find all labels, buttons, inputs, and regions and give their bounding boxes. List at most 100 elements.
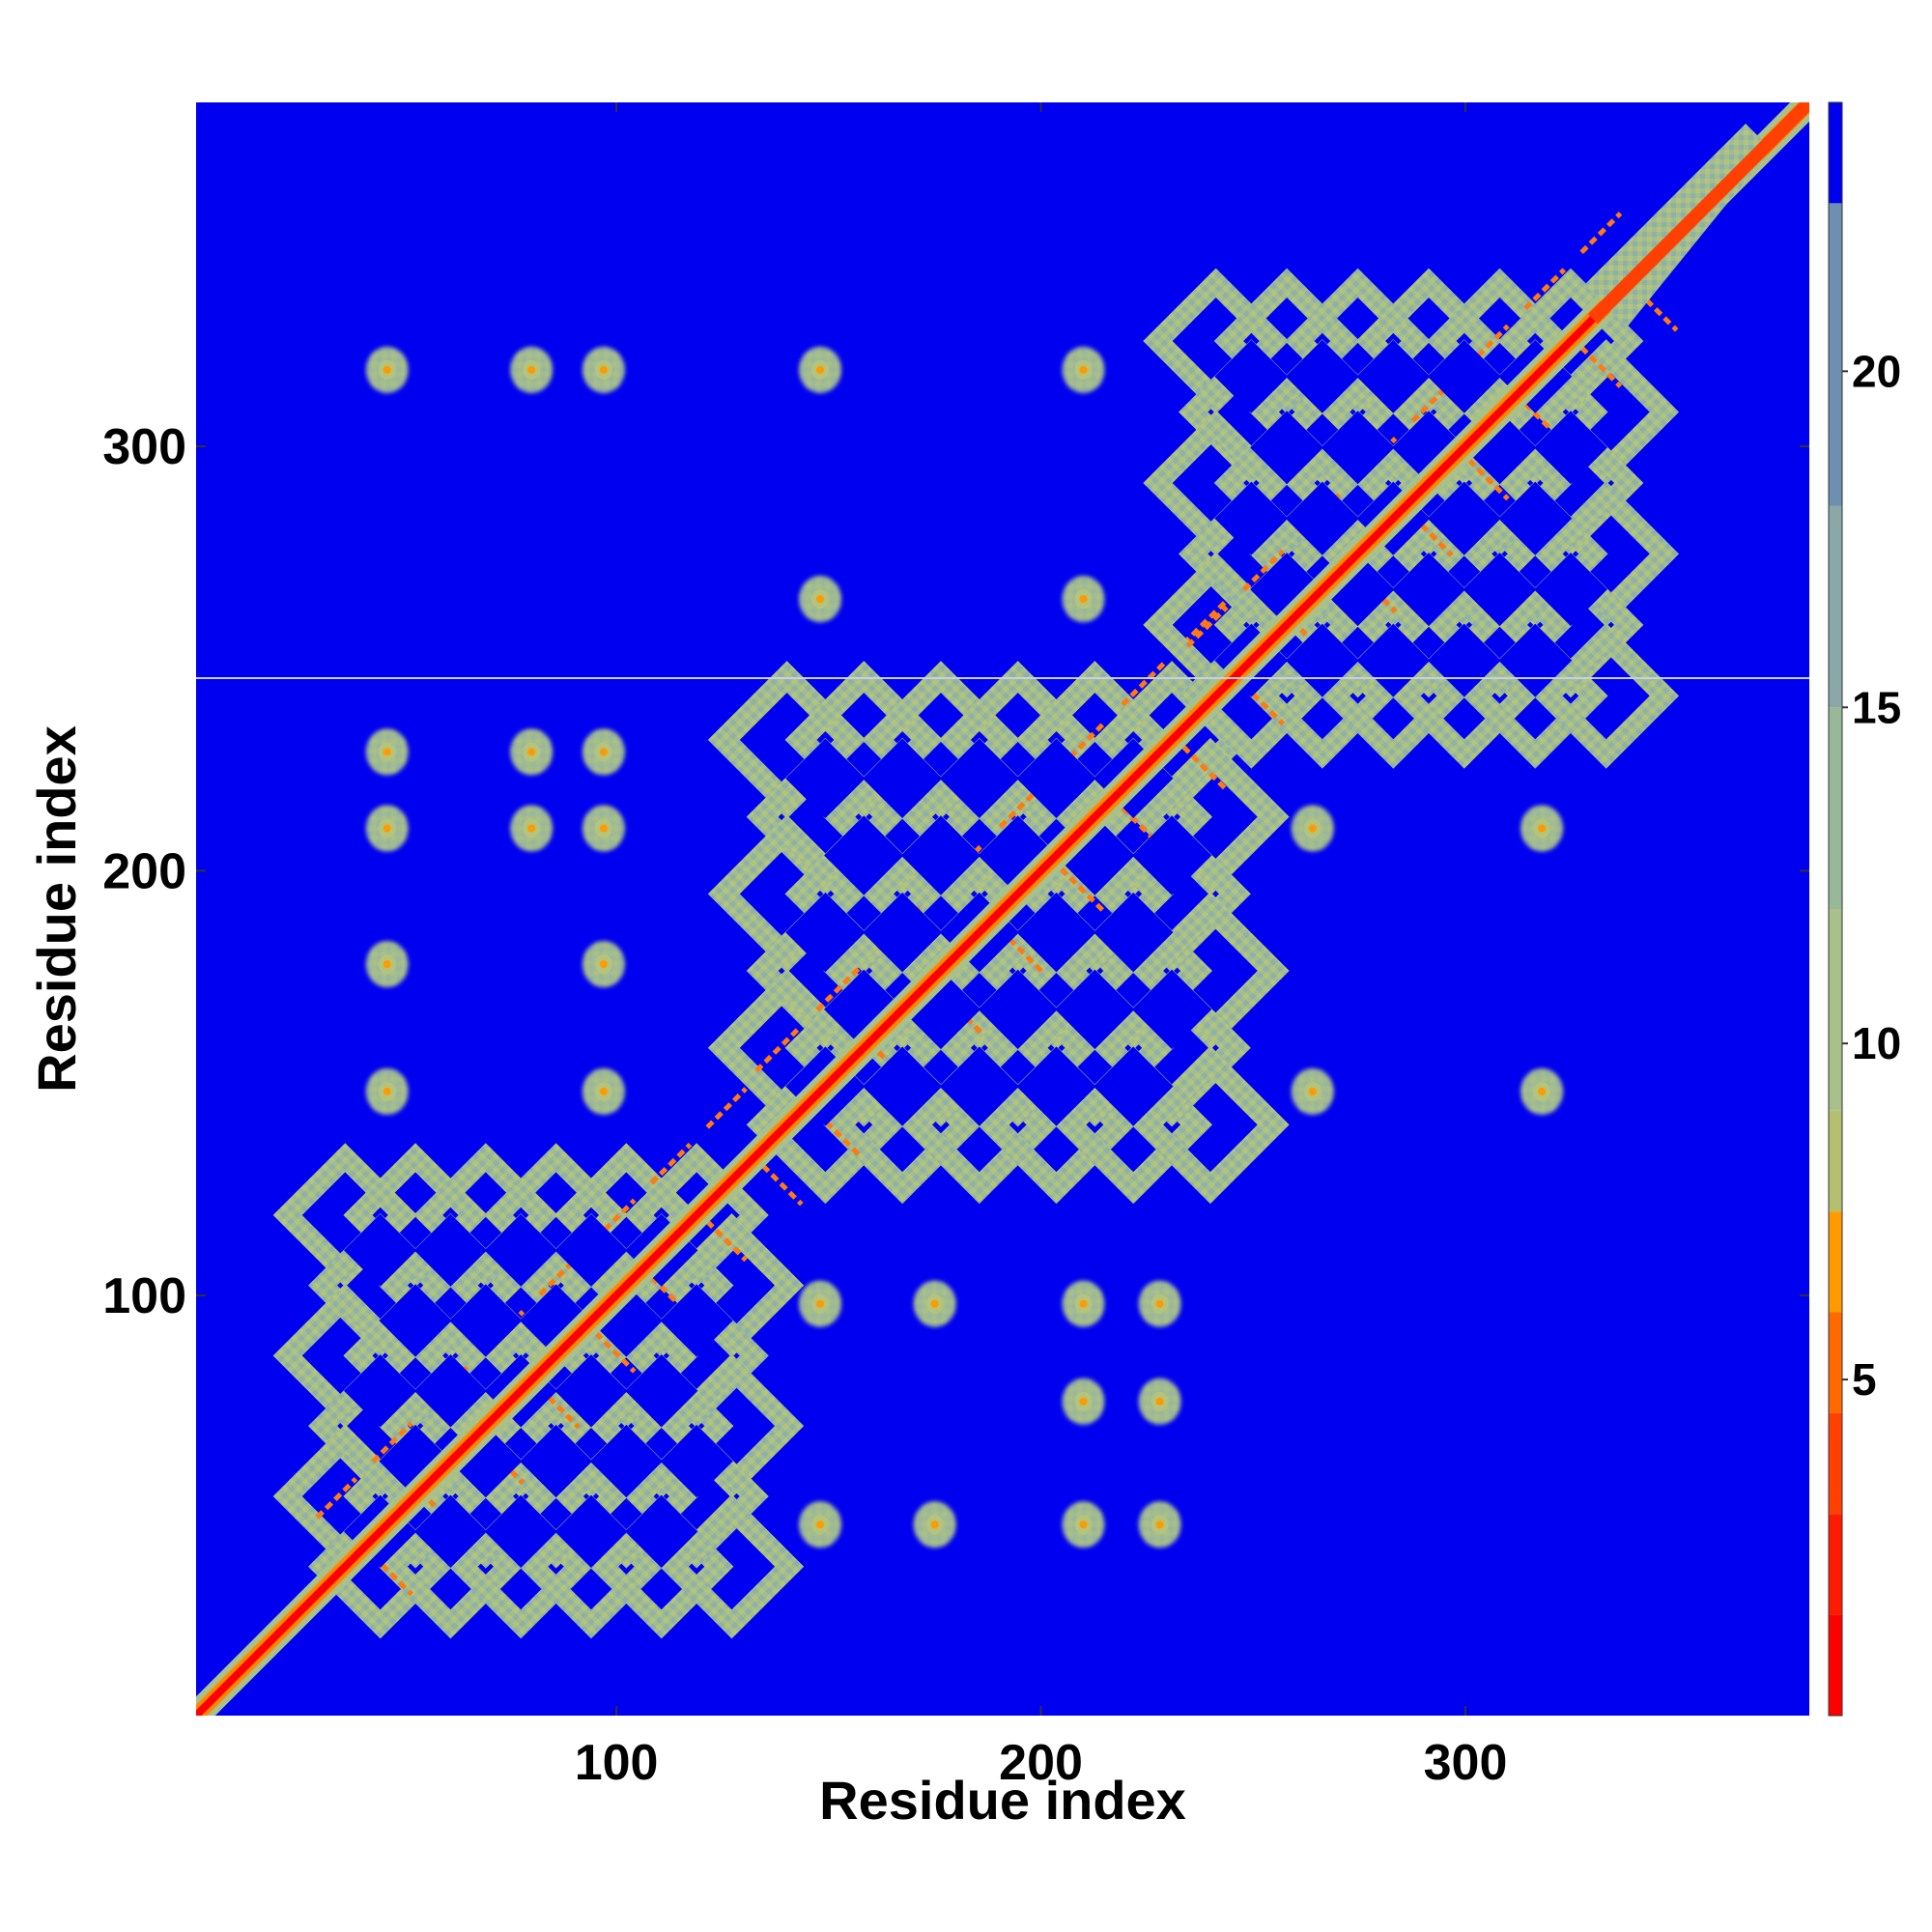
blob-center (1538, 824, 1547, 833)
contact-blob (1138, 1501, 1181, 1548)
y-tick-label: 300 (102, 419, 186, 475)
lattice-hole (1016, 738, 1096, 819)
lattice-hole (1055, 969, 1135, 1050)
blob-center (383, 1087, 391, 1095)
blob-center (527, 824, 536, 833)
blob-center (1079, 1299, 1088, 1308)
blob-center (816, 1299, 825, 1308)
colorbar-band (1829, 1614, 1842, 1716)
contact-blob (799, 576, 842, 623)
strand-segment (1410, 380, 1454, 423)
contact-blob (799, 1501, 842, 1548)
colorbar-band (1829, 102, 1842, 204)
strand-segment (649, 1275, 693, 1318)
blob-center (383, 960, 391, 969)
colorbar-tick-label: 10 (1852, 1018, 1901, 1068)
blob-center (599, 824, 608, 833)
strand-segment (1185, 605, 1229, 648)
blob-center (599, 1087, 608, 1095)
contact-blob (582, 805, 625, 852)
blob-center (599, 960, 608, 969)
contact-blob (365, 941, 409, 988)
contact-blob (1520, 1067, 1564, 1115)
strand-segment (1121, 660, 1167, 707)
lattice-hole (1016, 892, 1096, 973)
lattice-hole (554, 1213, 628, 1287)
lattice-hole (344, 1354, 417, 1428)
strand-segment (1242, 683, 1285, 726)
contact-blob (365, 346, 409, 393)
lattice-cell (1131, 1045, 1290, 1205)
strand-segment (371, 1553, 413, 1597)
x-axis-label: Residue index (819, 1770, 1186, 1831)
lattice-cell (659, 1494, 805, 1639)
lattice-hole (660, 1424, 733, 1498)
blob-center (1079, 595, 1088, 604)
contact-blob (799, 1280, 842, 1327)
strand-segment (649, 1142, 693, 1185)
lattice-hole (785, 738, 866, 819)
contact-blob (582, 346, 625, 393)
diagonal-tail-core (1587, 102, 1809, 325)
strand-segment (705, 1087, 748, 1129)
strand-segment (754, 1027, 801, 1073)
contact-blob (1520, 805, 1564, 852)
contact-blob (913, 1501, 956, 1548)
lattice-hole (939, 738, 1020, 819)
strand-segment (1523, 268, 1567, 311)
contact-blob (1062, 1378, 1105, 1425)
strand-segment (1523, 402, 1567, 445)
contact-blob (510, 728, 554, 776)
colorbar-tick-label: 15 (1852, 682, 1901, 732)
contact-blob (1291, 805, 1334, 852)
contact-blob (510, 346, 554, 393)
blob-center (1079, 1520, 1088, 1529)
colorbar-band (1829, 1312, 1842, 1413)
colorbar-band (1829, 909, 1842, 1111)
plot-area (196, 102, 1809, 1716)
y-tick-label: 200 (102, 843, 186, 899)
x-tick-label: 300 (1424, 1735, 1508, 1791)
strand-segment (594, 1331, 637, 1374)
colorbar-band (1829, 203, 1842, 506)
strand-segment (1635, 289, 1679, 332)
blob-center (1308, 824, 1317, 833)
blob-center (383, 365, 391, 374)
lattice-hole (484, 1213, 557, 1287)
strand-segment (371, 1421, 413, 1463)
contact-blob (510, 805, 554, 852)
strand-segment (538, 1254, 581, 1296)
contact-blob (799, 346, 842, 393)
lattice-hole (824, 815, 904, 895)
lattice-hole (862, 738, 943, 819)
strand-segment (1466, 458, 1510, 501)
blob-center (1308, 1087, 1317, 1095)
blob-center (383, 824, 391, 833)
blob-center (527, 748, 536, 756)
contact-blob (1062, 1501, 1105, 1548)
colorbar-band (1829, 707, 1842, 909)
strand-segment (1579, 345, 1623, 388)
strand-segment (1410, 514, 1454, 557)
strand-segment (1060, 722, 1106, 768)
strand-segment (538, 1386, 581, 1430)
lattice-hole (449, 1284, 523, 1357)
blob-center (1155, 1520, 1164, 1529)
blob-center (816, 365, 825, 374)
colorbar-band (1829, 1110, 1842, 1212)
colorbar-band (1829, 1514, 1842, 1615)
blob-center (383, 748, 391, 756)
contact-blob (1291, 1067, 1334, 1115)
contact-blob (365, 805, 409, 852)
colorbar-frame (1828, 101, 1843, 1717)
x-tick-label: 100 (575, 1735, 659, 1791)
contact-blob (913, 1280, 956, 1327)
strand-segment (1579, 212, 1623, 254)
lattice-hole (379, 1284, 452, 1357)
lattice-hole (1093, 892, 1174, 973)
blob-center (1079, 1397, 1088, 1406)
contact-blob (1138, 1280, 1181, 1327)
lattice-hole (1131, 815, 1212, 895)
lattice-hole (1093, 1046, 1174, 1126)
